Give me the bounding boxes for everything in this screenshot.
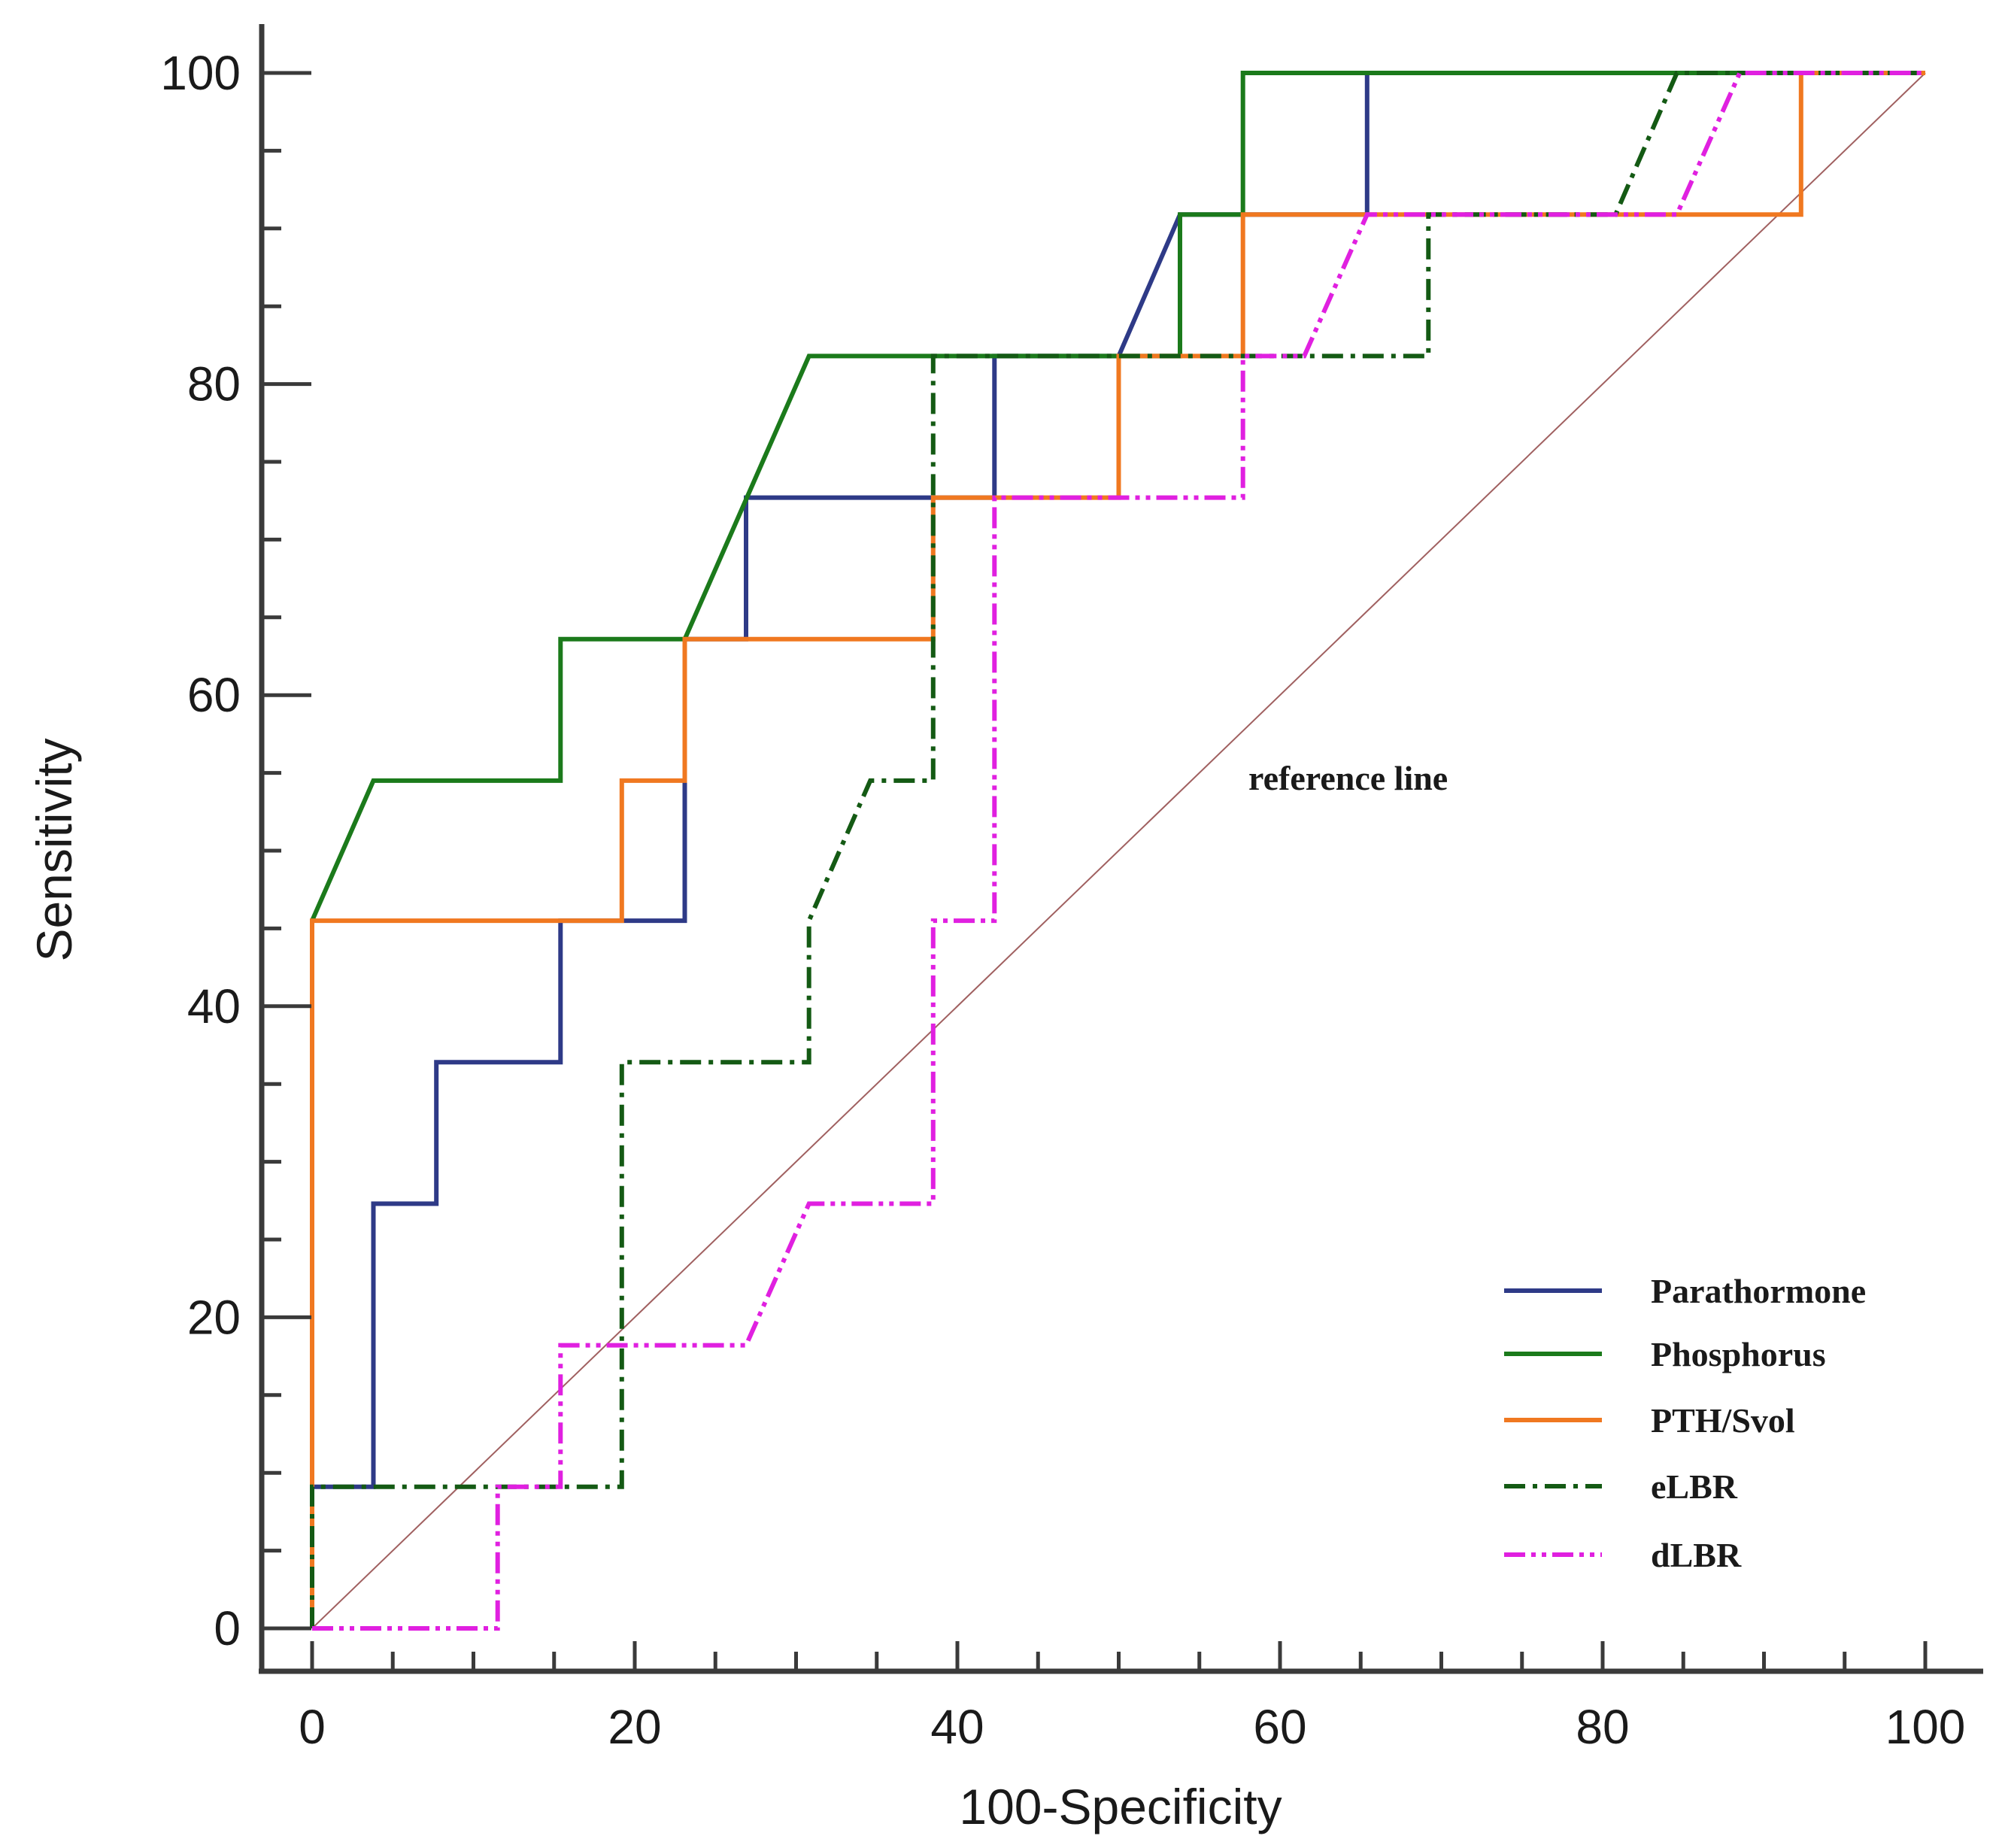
y-tick-label: 0 <box>214 1601 241 1655</box>
legend-label: Parathormone <box>1651 1272 1866 1310</box>
x-tick-label: 60 <box>1253 1700 1306 1754</box>
y-axis-label: Sensitivity <box>26 738 82 961</box>
y-tick-label: 20 <box>187 1290 241 1344</box>
x-tick-label: 0 <box>299 1700 326 1754</box>
y-tick-label: 80 <box>187 357 241 411</box>
reference-line-annotation: reference line <box>1248 759 1448 797</box>
y-tick-label: 60 <box>187 668 241 722</box>
ticks-layer: 0 20 40 60 80 100 0 20 40 60 80 100 <box>160 46 1965 1754</box>
series-line-dlbr <box>312 71 1925 1631</box>
legend-label: PTH/Svol <box>1651 1401 1795 1440</box>
legend-label: dLBR <box>1651 1536 1742 1574</box>
x-tick-label: 100 <box>1885 1700 1966 1754</box>
series-line-phosphorus <box>310 71 1925 1628</box>
series-line-elbr <box>310 71 1925 1628</box>
y-tick-label: 40 <box>187 979 241 1033</box>
series-layer <box>310 71 1925 1631</box>
reference-line <box>311 72 1926 1629</box>
x-tick-label: 80 <box>1576 1700 1629 1754</box>
y-tick-label: 100 <box>160 46 241 100</box>
legend-label: eLBR <box>1651 1467 1738 1506</box>
reference-layer <box>311 72 1926 1629</box>
x-tick-label: 20 <box>608 1700 661 1754</box>
legend-label: Phosphorus <box>1651 1335 1826 1373</box>
x-tick-label: 40 <box>930 1700 984 1754</box>
legend: Parathormone Phosphorus PTH/Svol eLBR dLBR <box>1504 1272 1866 1574</box>
x-axis-label: 100-Specificity <box>959 1779 1282 1834</box>
